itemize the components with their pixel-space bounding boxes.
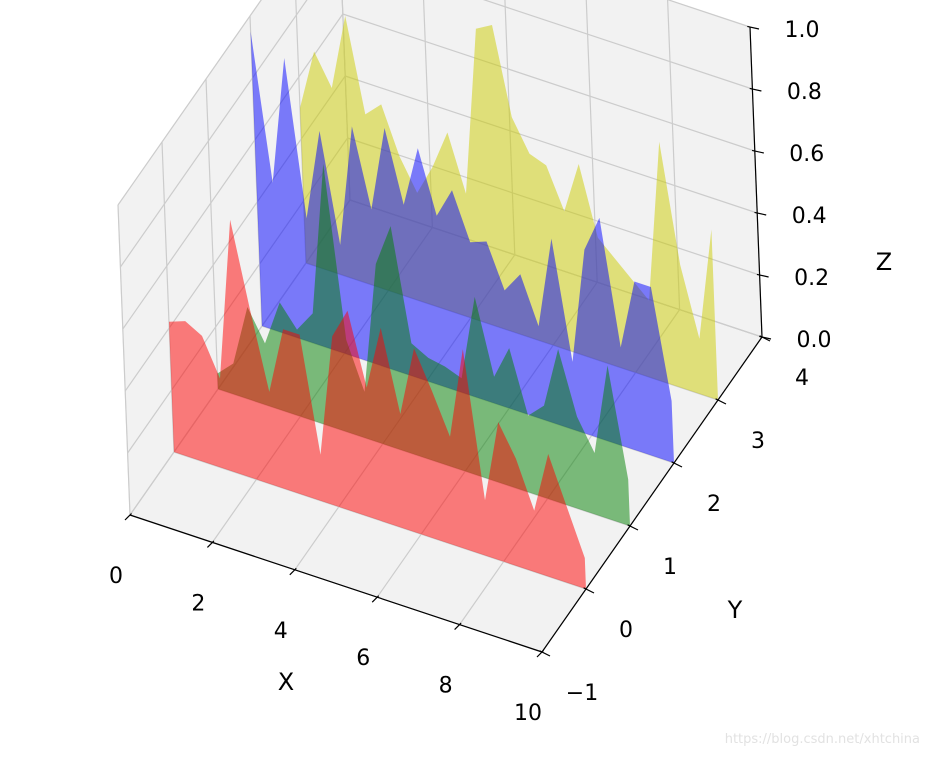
y-tick-label: 2 [707,492,721,517]
polygon-series-y1 [217,163,630,526]
x-tick-mark [371,595,380,603]
z-tick-mark [747,25,760,30]
z-tick-mark [759,335,772,340]
tick-labels: 0 2 4 6 8 10 −1 0 1 2 3 4 0.0 0.2 0.4 0.6 0.8 1.0 [109,18,832,726]
x-tick-mark [289,567,297,576]
y-tick-mark [539,650,551,657]
z-tick-mark [754,211,767,216]
z-tick-mark [749,87,762,92]
x-tick-mark [206,540,215,548]
y-tick-mark [671,461,683,468]
y-tick-mark [627,524,639,531]
y-tick-label: 3 [751,429,765,454]
gridline-z-side [119,0,308,268]
z-tick-mark [751,149,764,154]
x-tick-label: 0 [109,564,123,589]
gridline-y-side [205,78,219,390]
x-axis-label: X [278,668,294,696]
gridline-z-side [117,0,262,206]
y-tick-mark [715,398,727,405]
y-tick-label: 0 [619,618,633,643]
axis-lines [124,25,772,658]
z-tick-label: 0.6 [789,142,824,167]
x-tick-label: 2 [191,591,205,616]
y-tick-mark [583,587,595,594]
polygon-series-y0 [169,219,586,589]
y-tick-label: −1 [566,681,598,706]
z-axis-line [749,26,763,338]
gridline-y-side [161,141,175,453]
z-tick-mark [756,273,769,278]
watermark: https://blog.csdn.net/xhtchina [724,732,920,747]
y-tick-label: 4 [795,366,809,391]
gridline-y-side [249,15,263,327]
z-tick-label: 0.2 [794,266,829,291]
z-tick-label: 0.4 [792,204,827,229]
y-tick-label: 1 [663,555,677,580]
x-tick-label: 4 [274,619,288,644]
gridline-z-back [482,0,753,90]
x-tick-mark [124,513,132,521]
gridline-y-side [117,204,131,516]
x-axis-line [129,514,543,653]
z-tick-label: 0.0 [797,328,832,353]
x-tick-label: 8 [439,674,453,699]
y-axis-line [541,336,763,653]
gridline-z-back [666,0,751,28]
gridline-z-side [122,13,344,330]
x-tick-label: 10 [514,701,542,726]
polygon-series [169,15,718,589]
gridline-z-back [345,75,758,214]
y-axis-label: Y [727,596,743,624]
gridline-z-back [342,13,755,152]
x-tick-label: 6 [356,646,370,671]
x-tick-mark [454,622,462,631]
z-tick-label: 1.0 [785,18,820,43]
z-axis-label: Z [876,248,892,276]
z-tick-label: 0.8 [787,80,822,105]
